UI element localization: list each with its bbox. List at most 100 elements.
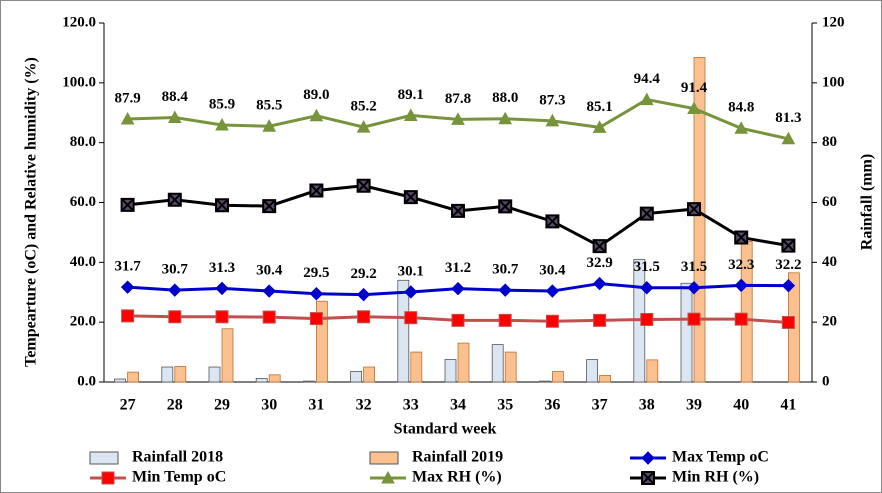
data-label: 30.1 [398, 263, 424, 279]
y2-tick-label: 80 [822, 134, 837, 150]
data-label: 87.9 [114, 90, 140, 106]
x-tick-label: 38 [639, 397, 655, 414]
point [639, 206, 654, 221]
data-label: 91.4 [681, 80, 708, 96]
x-tick-label: 40 [733, 397, 749, 414]
point [498, 199, 513, 214]
point [640, 281, 654, 295]
bar [586, 359, 598, 383]
data-label: 29.2 [350, 266, 376, 282]
bar [302, 380, 315, 383]
data-label: 32.3 [728, 257, 754, 273]
point [403, 108, 418, 121]
point [120, 197, 135, 212]
point [781, 131, 796, 145]
bar [208, 366, 221, 383]
point [215, 310, 229, 324]
legend-swatch [89, 451, 119, 465]
point [262, 284, 276, 298]
bar [397, 279, 410, 383]
point [687, 281, 701, 295]
data-label: 29.5 [303, 265, 329, 281]
data-label: 85.9 [209, 96, 235, 112]
bar [268, 374, 281, 383]
point [498, 111, 513, 125]
point [168, 283, 182, 297]
point [687, 101, 701, 115]
point [262, 199, 277, 214]
point [545, 113, 560, 127]
y2-tick-label: 0 [822, 373, 830, 389]
legend-label: Max Temp oC [672, 449, 769, 466]
data-label: 30.7 [162, 262, 189, 278]
y2-tick-label: 20 [822, 314, 837, 330]
point [734, 312, 748, 326]
data-label: 85.1 [586, 99, 612, 115]
data-label: 32.2 [775, 257, 801, 273]
point [545, 314, 559, 328]
x-tick-label: 39 [686, 397, 702, 414]
point [309, 312, 323, 326]
point [356, 287, 371, 302]
point [781, 315, 795, 329]
point [687, 202, 701, 217]
point [451, 281, 465, 296]
legend-label: Rainfall 2018 [132, 449, 223, 466]
point [404, 311, 418, 325]
y-axis-title: Tempearture (oC) and Relative humidity (… [23, 57, 40, 367]
point [734, 278, 748, 293]
x-axis-title: Standard week [394, 421, 497, 438]
data-label: 30.4 [539, 262, 566, 278]
bar [174, 366, 187, 383]
y-tick-label: 80.0 [70, 134, 96, 150]
point [262, 310, 276, 324]
point [356, 178, 371, 193]
legend-label: Min RH (%) [672, 469, 759, 486]
y-tick-label: 100.0 [62, 74, 96, 90]
data-label: 88.4 [162, 89, 189, 105]
data-label: 89.0 [303, 87, 329, 103]
legend-label: Min Temp oC [132, 469, 226, 486]
point [309, 287, 324, 301]
x-tick-label: 37 [592, 397, 608, 414]
y-tick-label: 0.0 [77, 373, 96, 389]
point [215, 198, 229, 213]
legend-swatch [369, 451, 399, 465]
data-label: 31.5 [634, 259, 660, 275]
bar [315, 300, 328, 383]
bar [599, 375, 611, 383]
point [309, 108, 324, 122]
data-label: 31.7 [114, 259, 141, 275]
legend-marker [101, 471, 115, 485]
point [120, 111, 135, 125]
point [593, 313, 607, 327]
point [121, 309, 135, 323]
bar [504, 351, 517, 383]
point [687, 312, 701, 326]
x-tick-label: 31 [308, 397, 324, 414]
point [592, 276, 607, 291]
y2-tick-label: 100 [822, 74, 845, 90]
data-label: 30.7 [492, 262, 519, 278]
x-tick-label: 30 [261, 397, 277, 414]
point [545, 214, 560, 229]
y-tick-label: 20.0 [70, 314, 96, 330]
y-tick-label: 120.0 [62, 14, 96, 30]
bar [552, 371, 564, 383]
data-label: 88.0 [492, 90, 518, 106]
point [498, 283, 512, 297]
x-tick-label: 34 [450, 397, 466, 414]
data-label: 81.3 [775, 110, 801, 126]
data-label: 84.8 [728, 100, 754, 116]
x-tick-label: 33 [403, 397, 419, 414]
y2-axis-title: Rainfall (mm) [859, 154, 876, 250]
x-tick-label: 29 [214, 397, 230, 414]
y2-tick-label: 60 [822, 194, 837, 210]
bar [127, 371, 139, 383]
point [309, 183, 324, 198]
point [592, 120, 607, 133]
point [356, 120, 371, 133]
point [781, 278, 796, 293]
point [451, 203, 465, 218]
